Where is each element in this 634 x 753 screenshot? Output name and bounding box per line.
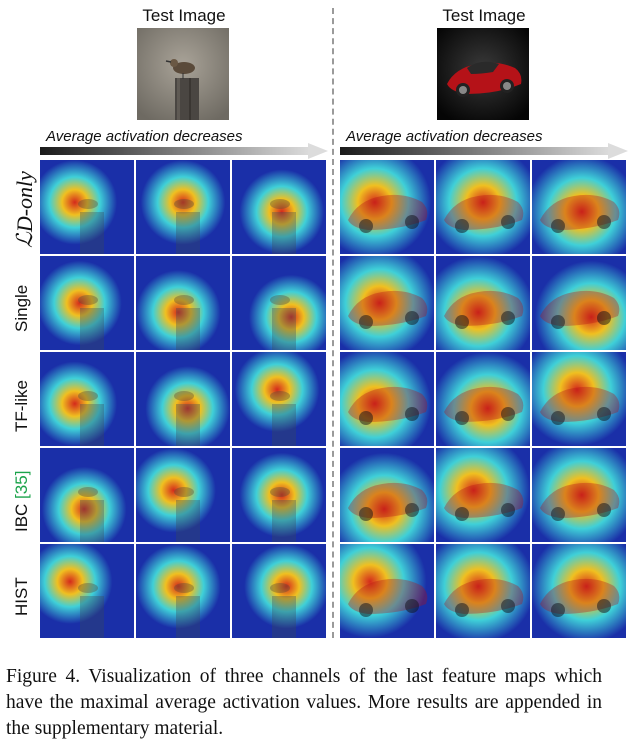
car-heatmap-tile [340, 448, 434, 542]
bird-heatmap-tile [136, 160, 230, 254]
bird-heatmap-tile [40, 256, 134, 350]
right-arrow-label: Average activation decreases [346, 128, 543, 145]
car-test-image [437, 28, 529, 120]
bird-heatmap-tile [136, 256, 230, 350]
car-heatmap-tile [340, 352, 434, 446]
panel-divider [332, 8, 334, 638]
bird-test-image [137, 28, 229, 120]
bird-heatmap-tile [136, 544, 230, 638]
car-heatmap-tile [436, 352, 530, 446]
bird-heatmap-tile [232, 544, 326, 638]
right-test-image-title: Test Image [442, 6, 526, 25]
car-heatmap-tile [436, 544, 530, 638]
car-heatmap-tile [436, 448, 530, 542]
bird-heatmap-tile [232, 448, 326, 542]
car-heatmap-tile [532, 256, 626, 350]
bird-heatmap-tile [40, 544, 134, 638]
figure-caption: Figure 4. Visualization of three channel… [6, 666, 602, 739]
left-test-image-title: Test Image [142, 6, 226, 25]
bird-heatmap-tile [232, 256, 326, 350]
bird-heatmap-tile [136, 352, 230, 446]
car-heatmap-tile [532, 544, 626, 638]
car-heatmap-tile [340, 160, 434, 254]
car-heatmap-tile [532, 160, 626, 254]
bird-heatmap-tile [232, 160, 326, 254]
car-heatmap-tile [436, 256, 530, 350]
bird-heatmap-tile [40, 160, 134, 254]
left-arrow-label: Average activation decreases [46, 128, 243, 145]
bird-heatmap-tile [136, 448, 230, 542]
car-heatmap-tile [532, 448, 626, 542]
heatmap-grid [40, 160, 626, 638]
left-decrease-arrow [40, 143, 328, 159]
bird-heatmap-tile [232, 352, 326, 446]
right-decrease-arrow [340, 143, 628, 159]
bird-heatmap-tile [40, 352, 134, 446]
car-heatmap-tile [340, 544, 434, 638]
car-heatmap-tile [340, 256, 434, 350]
bird-heatmap-tile [40, 448, 134, 542]
car-heatmap-tile [436, 160, 530, 254]
car-heatmap-tile [532, 352, 626, 446]
